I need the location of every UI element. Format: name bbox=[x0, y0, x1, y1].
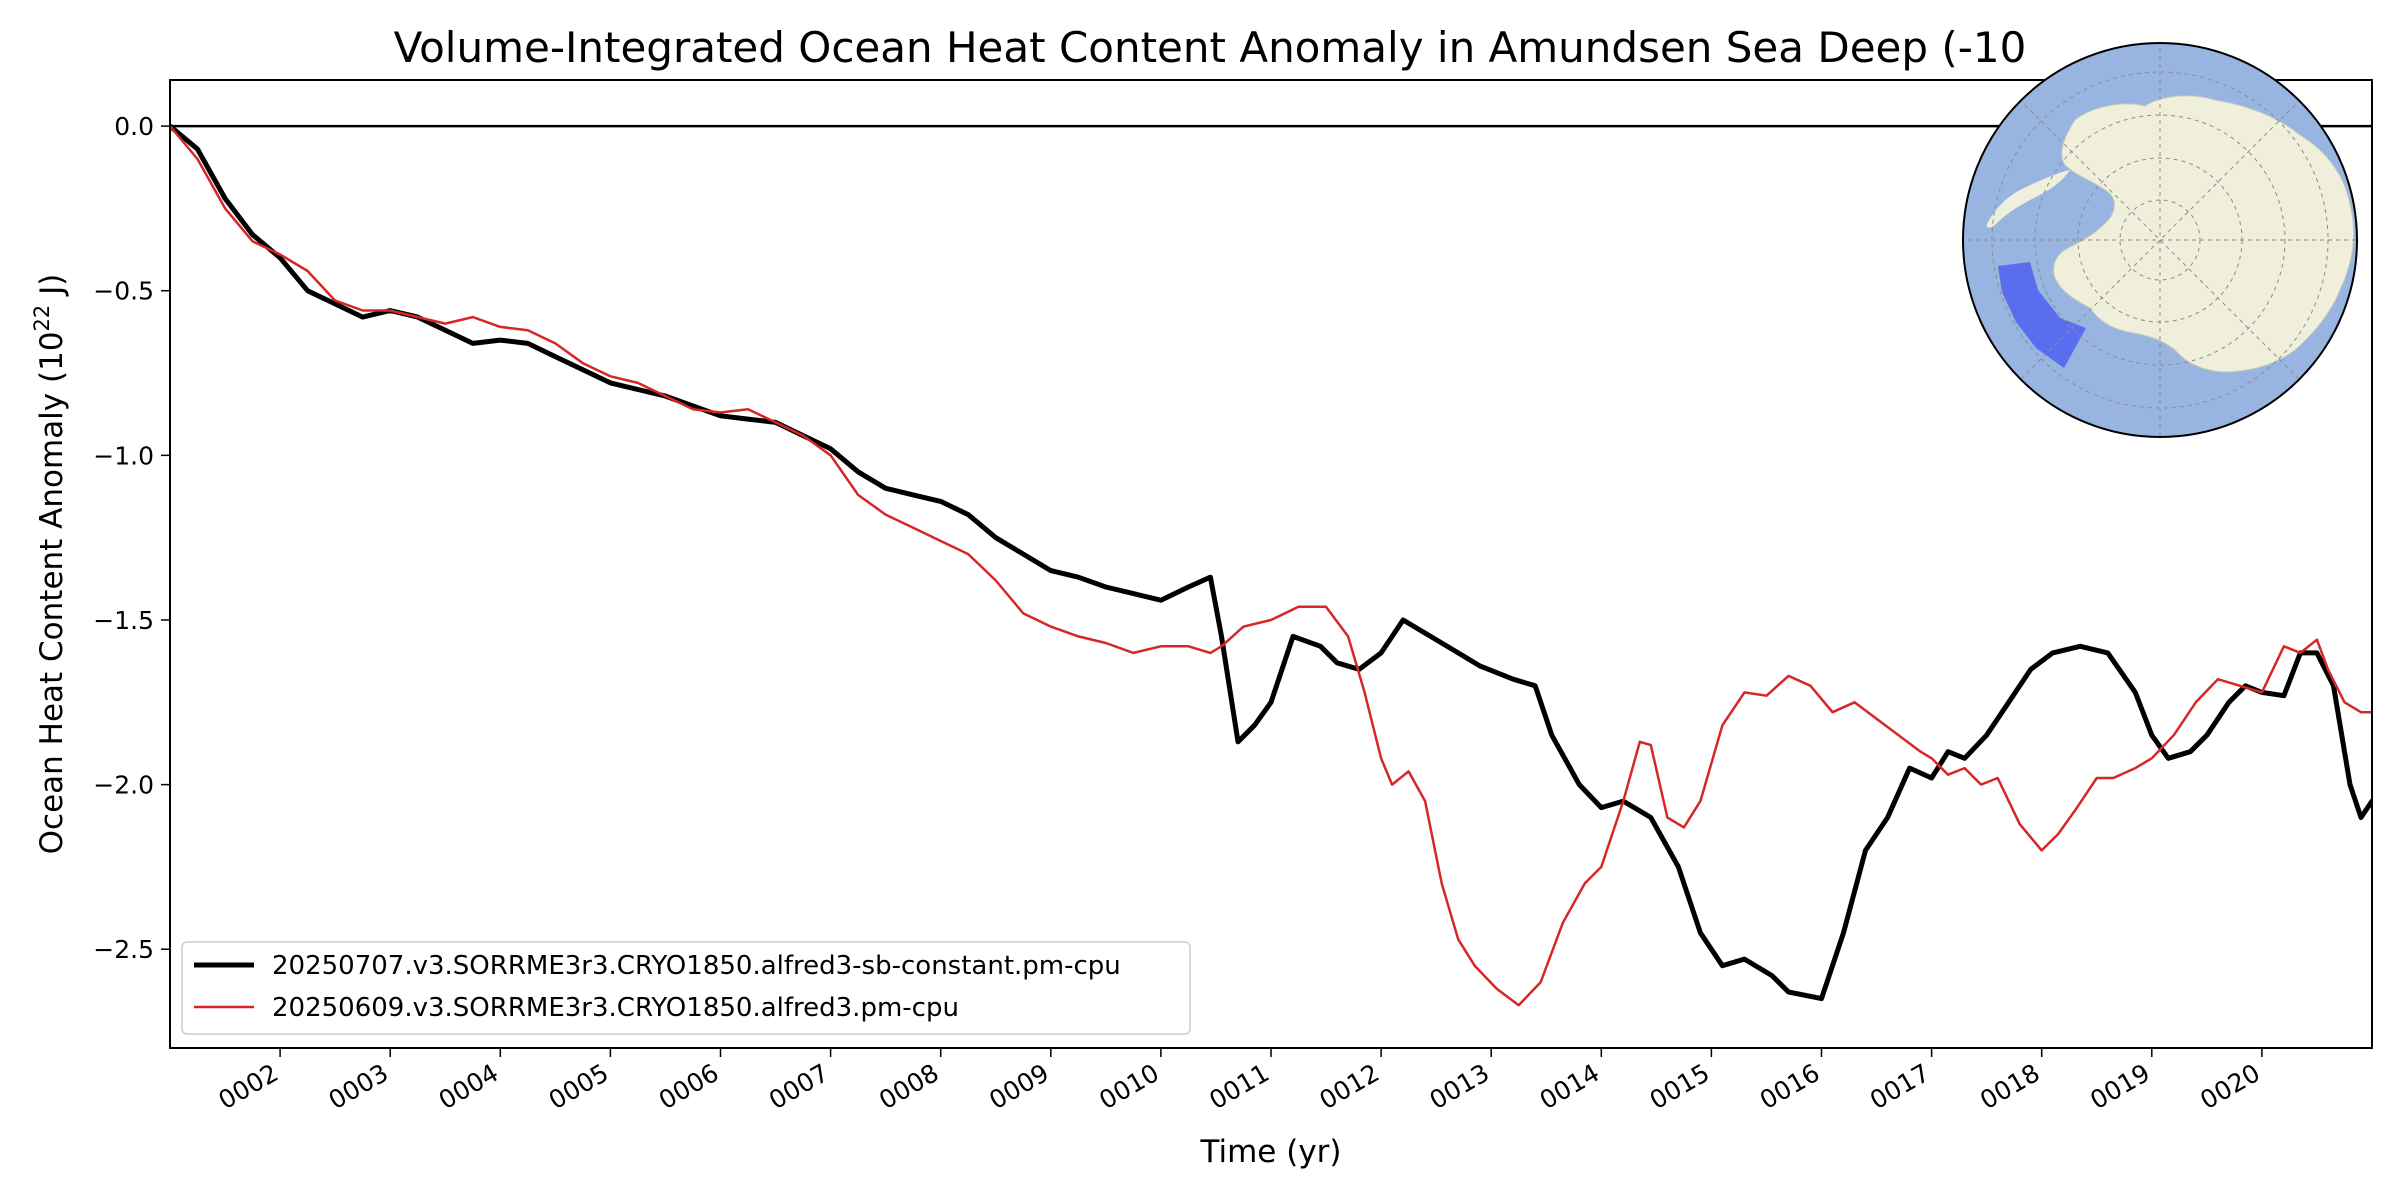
y-axis-label-main: Ocean Heat Content Anomaly (10 bbox=[34, 331, 70, 854]
legend-label-sb-constant: 20250707.v3.SORRME3r3.CRYO1850.alfred3-s… bbox=[272, 951, 1121, 981]
series-line-sb-constant bbox=[170, 123, 2372, 1002]
y-axis: 0.0 −0.5 −1.0 −1.5 −2.0 −2.5 bbox=[93, 112, 170, 964]
chart-title: Volume-Integrated Ocean Heat Content Ano… bbox=[394, 23, 2027, 72]
series-line-alfred3 bbox=[170, 124, 2372, 1007]
legend: 20250707.v3.SORRME3r3.CRYO1850.alfred3-s… bbox=[181, 941, 1191, 1035]
y-tick-label: −1.5 bbox=[93, 606, 154, 635]
legend-label-alfred3: 20250609.v3.SORRME3r3.CRYO1850.alfred3.p… bbox=[272, 993, 959, 1023]
y-tick-label: −2.0 bbox=[93, 771, 154, 800]
x-axis-label: Time (yr) bbox=[1200, 1134, 1342, 1170]
y-tick-label: 0.0 bbox=[114, 112, 154, 141]
y-tick-label: −1.0 bbox=[93, 441, 154, 470]
amundsen-sea-region bbox=[1998, 262, 2086, 368]
antarctic-peninsula bbox=[1986, 170, 2070, 228]
y-axis-label: Ocean Heat Content Anomaly (1022 J) bbox=[30, 274, 70, 855]
legend-box bbox=[181, 941, 1191, 1035]
graticule bbox=[1963, 43, 2357, 437]
y-axis-label-superscript: 22 bbox=[30, 305, 54, 332]
map-boundary bbox=[1962, 42, 2358, 438]
antarctic-inset-map bbox=[1962, 42, 2358, 438]
y-tick-label: −0.5 bbox=[93, 277, 154, 306]
antarctica-landmass bbox=[2053, 95, 2355, 373]
y-axis-label-unit: J) bbox=[34, 274, 70, 305]
y-tick-label: −2.5 bbox=[93, 935, 154, 964]
